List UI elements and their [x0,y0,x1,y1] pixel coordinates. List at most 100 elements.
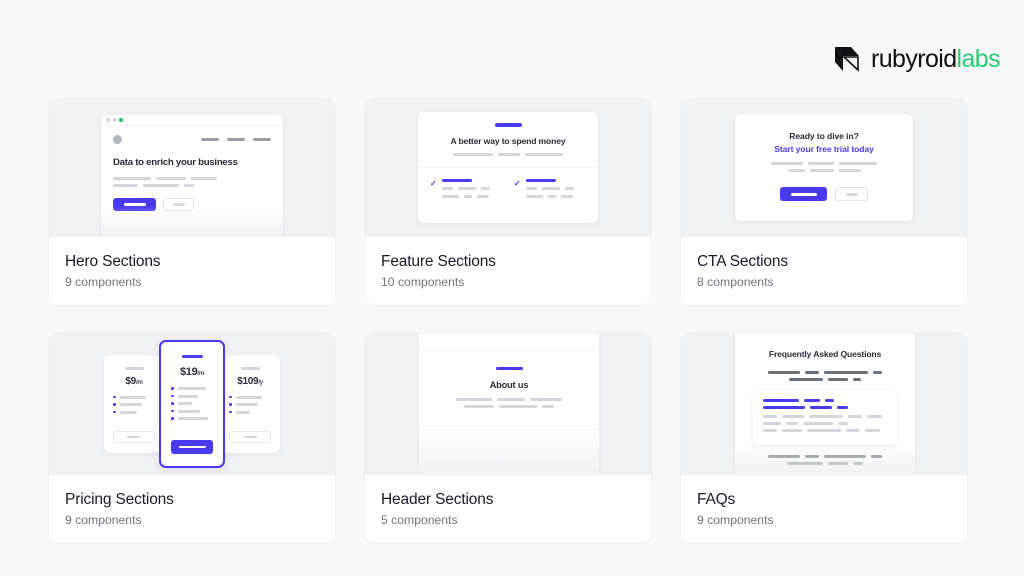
preview-feature-sections: A better way to spend money ✓ [365,99,651,237]
feature-subtitle-placeholder [430,152,586,156]
pricing-tier-price: $19/m [179,366,205,379]
pricing-tier-features [229,395,271,414]
category-card-hero-sections[interactable]: Data to enrich your business Hero Sectio… [48,98,336,306]
card-component-count: 9 components [65,275,142,290]
preview-pricing-sections: $9/m $19/m [49,333,335,475]
eyebrow-accent-bar [495,367,523,371]
preview-cta-sections: Ready to dive in? Start your free trial … [681,99,967,237]
category-card-cta-sections[interactable]: Ready to dive in? Start your free trial … [680,98,968,306]
browser-content: Data to enrich your business [101,126,283,211]
browser-dot-close-icon [107,118,111,122]
header-panel-mockup: About us [419,333,599,475]
card-component-count: 10 components [381,275,465,290]
feature-item: ✓ [514,178,588,224]
mock-navbar [113,135,271,144]
eyebrow-accent-bar [494,123,522,127]
faq-outro-placeholder [747,455,903,466]
plan-name-placeholder [181,354,203,359]
card-meta-pricing-sections: Pricing Sections 9 components [49,474,335,543]
preview-header-sections: About us [365,333,651,475]
hero-primary-button[interactable] [113,198,156,211]
cta-body-placeholder [749,162,899,173]
brand-name: rubyroidlabs [871,44,1001,73]
pricing-tier-card: $9/m [104,354,164,453]
faq-answer-placeholder [763,415,887,433]
browser-window-mockup: Data to enrich your business [101,115,283,237]
card-component-count: 9 components [65,513,142,528]
category-card-header-sections[interactable]: About us Header Sections 5 components [364,332,652,544]
feature-panel-mockup: A better way to spend money ✓ [418,112,598,224]
feature-columns: ✓ ✓ [418,168,598,224]
card-title: FAQs [697,490,736,508]
pricing-tier-card-highlighted: $19/m [159,339,225,468]
card-title: Header Sections [381,490,494,508]
cta-secondary-button[interactable] [835,187,868,202]
card-meta-header-sections: Header Sections 5 components [365,474,651,543]
card-title: Feature Sections [381,252,496,270]
category-card-pricing-sections[interactable]: $9/m $19/m [48,332,336,544]
check-icon: ✓ [430,178,437,188]
component-category-grid: Data to enrich your business Hero Sectio… [48,98,976,544]
card-title: Pricing Sections [65,490,174,508]
card-meta-feature-sections: Feature Sections 10 components [365,236,651,305]
avatar [113,135,122,144]
pricing-tier-button[interactable] [113,430,155,443]
feature-item-text [525,178,574,224]
feature-item-text [441,178,490,224]
cta-headline: Ready to dive in? [789,131,859,142]
category-card-feature-sections[interactable]: A better way to spend money ✓ [364,98,652,306]
nav-link-placeholder [227,138,245,141]
cta-primary-button[interactable] [780,187,827,202]
brand-name-primary: rubyroid [871,44,957,73]
card-component-count: 8 components [697,275,774,290]
faq-panel-mockup: Frequently Asked Questions [735,333,915,475]
card-title: Hero Sections [65,252,161,270]
faq-headline: Frequently Asked Questions [768,349,882,359]
header-body-placeholder [431,398,587,409]
preview-faqs: Frequently Asked Questions [681,333,967,475]
mock-nav-links [201,138,271,141]
nav-link-placeholder [253,138,271,141]
mock-topbar [419,333,599,351]
pricing-tier-button[interactable] [229,430,271,443]
rubyroid-gem-icon [835,47,859,72]
pricing-tier-card: $109/y [220,354,280,453]
faq-question-card[interactable] [753,390,897,446]
feature-headline: A better way to spend money [450,135,566,146]
category-card-faqs[interactable]: Frequently Asked Questions [680,332,968,544]
card-meta-faqs: FAQs 9 components [681,474,967,543]
nav-link-placeholder [201,138,219,141]
cta-subheadline: Start your free trial today [774,144,874,155]
card-title: CTA Sections [697,252,788,270]
cta-buttons [749,187,899,202]
card-meta-cta-sections: CTA Sections 8 components [681,236,967,305]
plan-name-placeholder [124,366,144,370]
browser-dot-maximize-icon [119,118,123,122]
hero-headline: Data to enrich your business [113,157,238,168]
preview-hero-sections: Data to enrich your business [49,99,335,237]
plan-name-placeholder [240,366,260,370]
header-headline: About us [489,380,529,391]
card-component-count: 5 components [381,513,458,528]
brand-logo: rubyroidlabs [832,42,1001,76]
faq-intro-placeholder [747,371,903,381]
browser-dot-minimize-icon [113,118,117,122]
pricing-tier-button-primary[interactable] [171,439,213,454]
hero-body-placeholder [113,177,271,187]
browser-titlebar [101,115,283,126]
header-panel-content: About us [419,351,599,431]
cta-panel-mockup: Ready to dive in? Start your free trial … [735,114,913,222]
brand-name-secondary: labs [956,44,1001,73]
hero-buttons [113,198,271,211]
faq-question-placeholder [763,399,887,410]
pricing-tier-features [171,387,213,421]
pricing-tier-price: $109/y [237,375,263,387]
check-icon: ✓ [514,178,521,188]
hero-secondary-button[interactable] [163,198,194,211]
card-component-count: 9 components [697,513,774,528]
pricing-tier-features [113,395,155,414]
feature-item: ✓ [430,178,504,224]
pricing-tier-price: $9/m [125,375,143,387]
card-meta-hero-sections: Hero Sections 9 components [49,236,335,305]
feature-panel-header: A better way to spend money [418,112,598,168]
